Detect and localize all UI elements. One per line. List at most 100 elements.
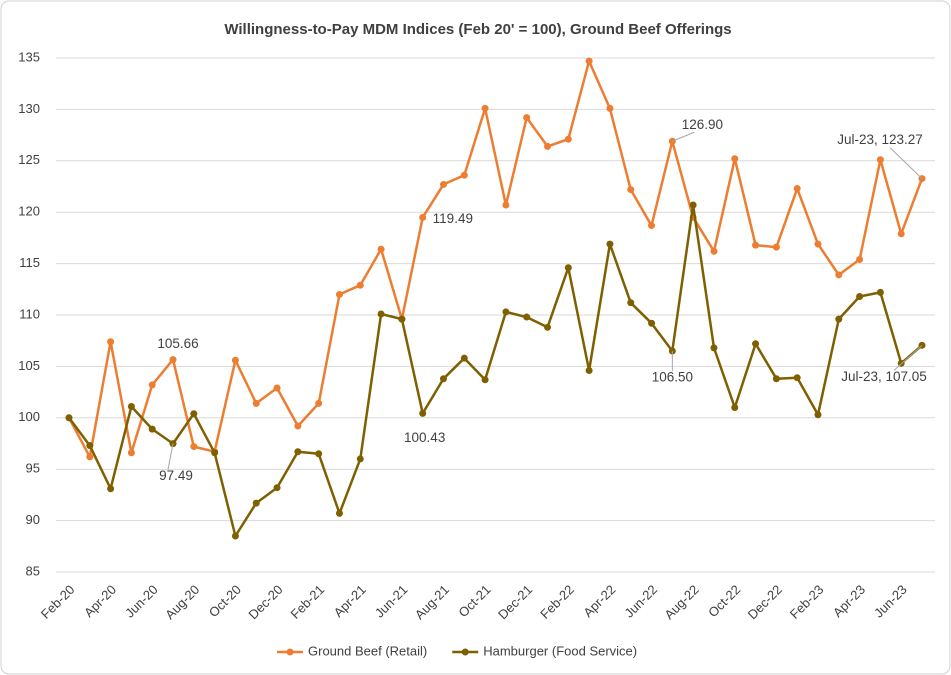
data-point bbox=[835, 271, 843, 279]
y-tick-label: 130 bbox=[18, 101, 40, 116]
data-point bbox=[294, 448, 302, 456]
series-line bbox=[67, 203, 923, 538]
data-point bbox=[772, 375, 780, 383]
data-point bbox=[876, 288, 884, 296]
data-point bbox=[398, 315, 406, 323]
data-point bbox=[190, 443, 198, 451]
data-label: Jul-23, 107.05 bbox=[841, 369, 927, 384]
data-point bbox=[315, 450, 323, 458]
data-point bbox=[86, 453, 94, 461]
data-point bbox=[731, 155, 739, 163]
data-point bbox=[460, 354, 468, 362]
data-point bbox=[606, 104, 614, 112]
data-label: 126.90 bbox=[682, 117, 723, 132]
label-leader bbox=[672, 131, 695, 142]
data-point bbox=[107, 338, 115, 346]
data-point bbox=[793, 374, 801, 382]
data-point bbox=[606, 240, 614, 248]
data-point bbox=[544, 323, 552, 331]
data-label: Jul-23, 123.27 bbox=[837, 132, 923, 147]
data-point bbox=[752, 340, 760, 348]
data-point bbox=[148, 381, 156, 389]
data-label: 105.66 bbox=[157, 336, 198, 351]
data-point bbox=[127, 449, 135, 457]
data-point bbox=[502, 201, 510, 209]
data-point bbox=[523, 313, 531, 321]
data-point bbox=[544, 142, 552, 150]
data-point bbox=[627, 299, 635, 307]
y-tick-label: 85 bbox=[26, 563, 40, 578]
y-tick-label: 105 bbox=[18, 358, 40, 373]
y-tick-label: 110 bbox=[19, 306, 40, 321]
legend-marker bbox=[461, 648, 469, 656]
data-label: 106.50 bbox=[652, 370, 693, 385]
y-tick-label: 90 bbox=[26, 512, 40, 527]
data-point bbox=[252, 499, 260, 507]
data-point bbox=[377, 310, 385, 318]
data-point bbox=[127, 402, 135, 410]
data-point bbox=[439, 180, 447, 188]
data-point bbox=[273, 384, 281, 392]
data-point bbox=[65, 414, 73, 422]
data-point bbox=[752, 241, 760, 249]
data-point bbox=[86, 442, 94, 450]
label-leader bbox=[893, 344, 923, 371]
data-point bbox=[585, 57, 593, 65]
data-point bbox=[523, 114, 531, 122]
data-point bbox=[585, 367, 593, 375]
data-point bbox=[564, 135, 572, 143]
data-point bbox=[648, 319, 656, 327]
series-line bbox=[67, 59, 924, 459]
data-point bbox=[481, 104, 489, 112]
y-tick-label: 135 bbox=[18, 49, 40, 64]
data-point bbox=[377, 245, 385, 253]
data-point bbox=[419, 213, 427, 221]
data-point bbox=[710, 344, 718, 352]
data-point bbox=[356, 455, 364, 463]
data-point bbox=[273, 484, 281, 492]
data-point bbox=[772, 243, 780, 251]
data-point bbox=[710, 247, 718, 255]
label-leader bbox=[167, 443, 174, 470]
data-point bbox=[148, 425, 156, 433]
legend-marker bbox=[286, 648, 294, 656]
legend-label: Ground Beef (Retail) bbox=[308, 643, 427, 658]
data-point bbox=[648, 222, 656, 230]
data-point bbox=[190, 410, 198, 418]
data-point bbox=[335, 290, 343, 298]
data-label: 100.43 bbox=[404, 430, 445, 445]
data-point bbox=[835, 315, 843, 323]
data-point bbox=[627, 186, 635, 194]
y-tick-label: 115 bbox=[19, 255, 40, 270]
data-point bbox=[814, 240, 822, 248]
data-point bbox=[439, 375, 447, 383]
legend-label: Hamburger (Food Service) bbox=[483, 643, 637, 658]
data-point bbox=[856, 292, 864, 300]
y-tick-label: 120 bbox=[18, 204, 40, 219]
y-tick-label: 125 bbox=[18, 152, 40, 167]
data-point bbox=[876, 156, 884, 164]
data-point bbox=[356, 281, 364, 289]
data-point bbox=[481, 376, 489, 384]
data-point bbox=[211, 449, 219, 457]
data-label: 119.49 bbox=[433, 211, 473, 226]
data-point bbox=[231, 356, 239, 364]
data-point bbox=[793, 185, 801, 193]
data-point bbox=[564, 264, 572, 272]
data-point bbox=[814, 411, 822, 419]
data-point bbox=[419, 409, 427, 417]
data-label: 97.49 bbox=[159, 468, 193, 483]
data-point bbox=[689, 201, 697, 209]
data-point bbox=[335, 509, 343, 517]
data-point bbox=[294, 422, 302, 430]
data-point bbox=[252, 399, 260, 407]
data-point bbox=[107, 485, 115, 493]
chart-title: Willingness-to-Pay MDM Indices (Feb 20' … bbox=[224, 21, 731, 38]
data-point bbox=[315, 399, 323, 407]
y-tick-label: 100 bbox=[18, 409, 40, 424]
data-point bbox=[897, 230, 905, 238]
data-point bbox=[502, 308, 510, 316]
data-point bbox=[231, 532, 239, 540]
